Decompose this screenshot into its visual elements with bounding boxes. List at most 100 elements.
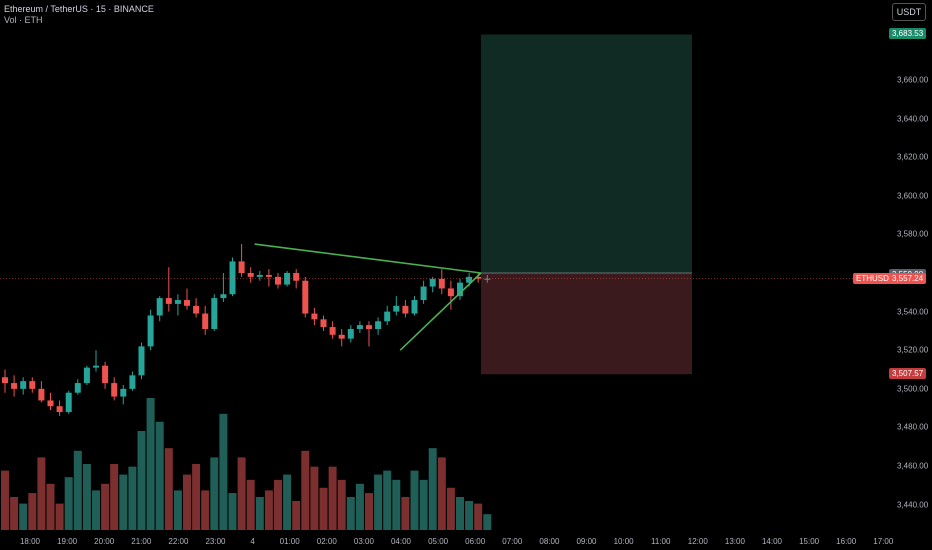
volume-bars <box>1 398 492 530</box>
triangle-upper-line <box>254 243 482 274</box>
candle <box>211 294 218 331</box>
volume-bar <box>264 490 273 530</box>
last-price-tag: 3,557.24 <box>889 273 927 285</box>
candle-body <box>429 278 436 287</box>
candle <box>384 305 391 326</box>
candle-body <box>265 274 272 277</box>
time-tick-label: 14:00 <box>761 537 783 546</box>
candle-body <box>74 383 81 393</box>
volume-bar <box>55 503 64 530</box>
volume-bar <box>73 450 82 530</box>
time-tick-label: 03:00 <box>353 537 374 546</box>
candle <box>220 273 227 302</box>
drawing-overlays[interactable] <box>0 243 890 351</box>
candle <box>420 280 427 304</box>
candle <box>11 375 18 397</box>
candle-body <box>56 406 63 413</box>
volume-bar <box>355 483 364 530</box>
volume-bar <box>446 487 455 530</box>
candle <box>38 381 45 403</box>
time-tick-label: 13:00 <box>724 537 745 546</box>
volume-bar <box>137 431 146 530</box>
time-tick-label: 05:00 <box>428 537 449 546</box>
candle-body <box>466 276 473 283</box>
volume-bar <box>19 503 28 530</box>
candle <box>20 377 27 395</box>
candle <box>129 371 136 391</box>
candle <box>402 300 409 318</box>
volume-bar <box>164 448 173 530</box>
candle <box>29 377 36 393</box>
candle-body <box>184 300 190 306</box>
candle-body <box>174 300 181 304</box>
volume-bar <box>465 500 474 530</box>
candle <box>366 321 372 347</box>
candle-body <box>420 286 427 301</box>
candle <box>202 305 209 335</box>
currency-button[interactable]: USDT <box>892 3 926 21</box>
candle <box>156 296 163 322</box>
candle-body <box>320 319 327 328</box>
candle-body <box>65 392 72 413</box>
candle-body <box>93 365 99 368</box>
candle-body <box>11 383 18 389</box>
candle-body <box>193 305 200 314</box>
candle <box>311 307 318 326</box>
volume-bar <box>292 500 301 530</box>
volume-bar <box>419 479 428 530</box>
candle <box>393 296 400 316</box>
volume-bar <box>119 474 128 530</box>
price-tick-label: 3,460.00 <box>897 461 929 471</box>
price-tick-label: 3,500.00 <box>897 384 929 394</box>
volume-bar <box>146 398 155 530</box>
candle <box>174 294 181 316</box>
candle <box>247 267 254 283</box>
candle <box>375 317 382 335</box>
candle-body <box>129 375 136 389</box>
candle-body <box>111 383 118 397</box>
candle-body <box>375 321 382 329</box>
volume-bar <box>64 477 73 530</box>
candle-body <box>356 325 363 329</box>
candle-body <box>102 365 109 384</box>
volume-bar <box>173 490 182 530</box>
candle-body <box>220 294 227 299</box>
candle <box>338 328 345 347</box>
volume-bar <box>365 493 373 530</box>
candle-body <box>311 313 318 320</box>
volume-bar <box>483 514 492 530</box>
candle-body <box>165 298 172 304</box>
candle-body <box>284 273 291 285</box>
candle-body <box>47 400 54 407</box>
volume-bar <box>474 503 483 530</box>
price-tick-label: 3,440.00 <box>897 500 929 510</box>
candle <box>138 342 145 380</box>
candlestick-series <box>2 244 491 416</box>
symbol-title[interactable]: Ethereum / TetherUS · 15 · BINANCE <box>4 4 154 14</box>
volume-bar <box>456 497 464 530</box>
candle-body <box>347 328 354 339</box>
time-tick-label: 06:00 <box>465 537 486 546</box>
risk-reward-position[interactable] <box>481 34 692 375</box>
volume-bar <box>210 457 219 530</box>
time-tick-label: 16:00 <box>836 537 857 546</box>
volume-bar <box>183 474 191 530</box>
time-tick-label: 08:00 <box>539 537 560 546</box>
candle-body <box>29 381 36 389</box>
time-tick-label: 19:00 <box>57 537 78 546</box>
candle <box>93 350 99 372</box>
volume-bar <box>37 457 46 530</box>
candle-body <box>457 282 463 297</box>
price-tick-label: 3,520.00 <box>897 345 929 355</box>
candle-body <box>83 367 90 384</box>
candle <box>147 309 154 351</box>
last-price-symbol-tag: ETHUSDT <box>853 273 897 285</box>
volume-bar <box>246 479 255 530</box>
time-tick-label: 23:00 <box>205 537 226 546</box>
volume-indicator-label[interactable]: Vol · ETH <box>4 15 43 25</box>
candle <box>329 321 336 339</box>
candle-body <box>238 261 245 273</box>
time-tick-label: 21:00 <box>131 537 152 546</box>
volume-bar <box>128 466 137 530</box>
